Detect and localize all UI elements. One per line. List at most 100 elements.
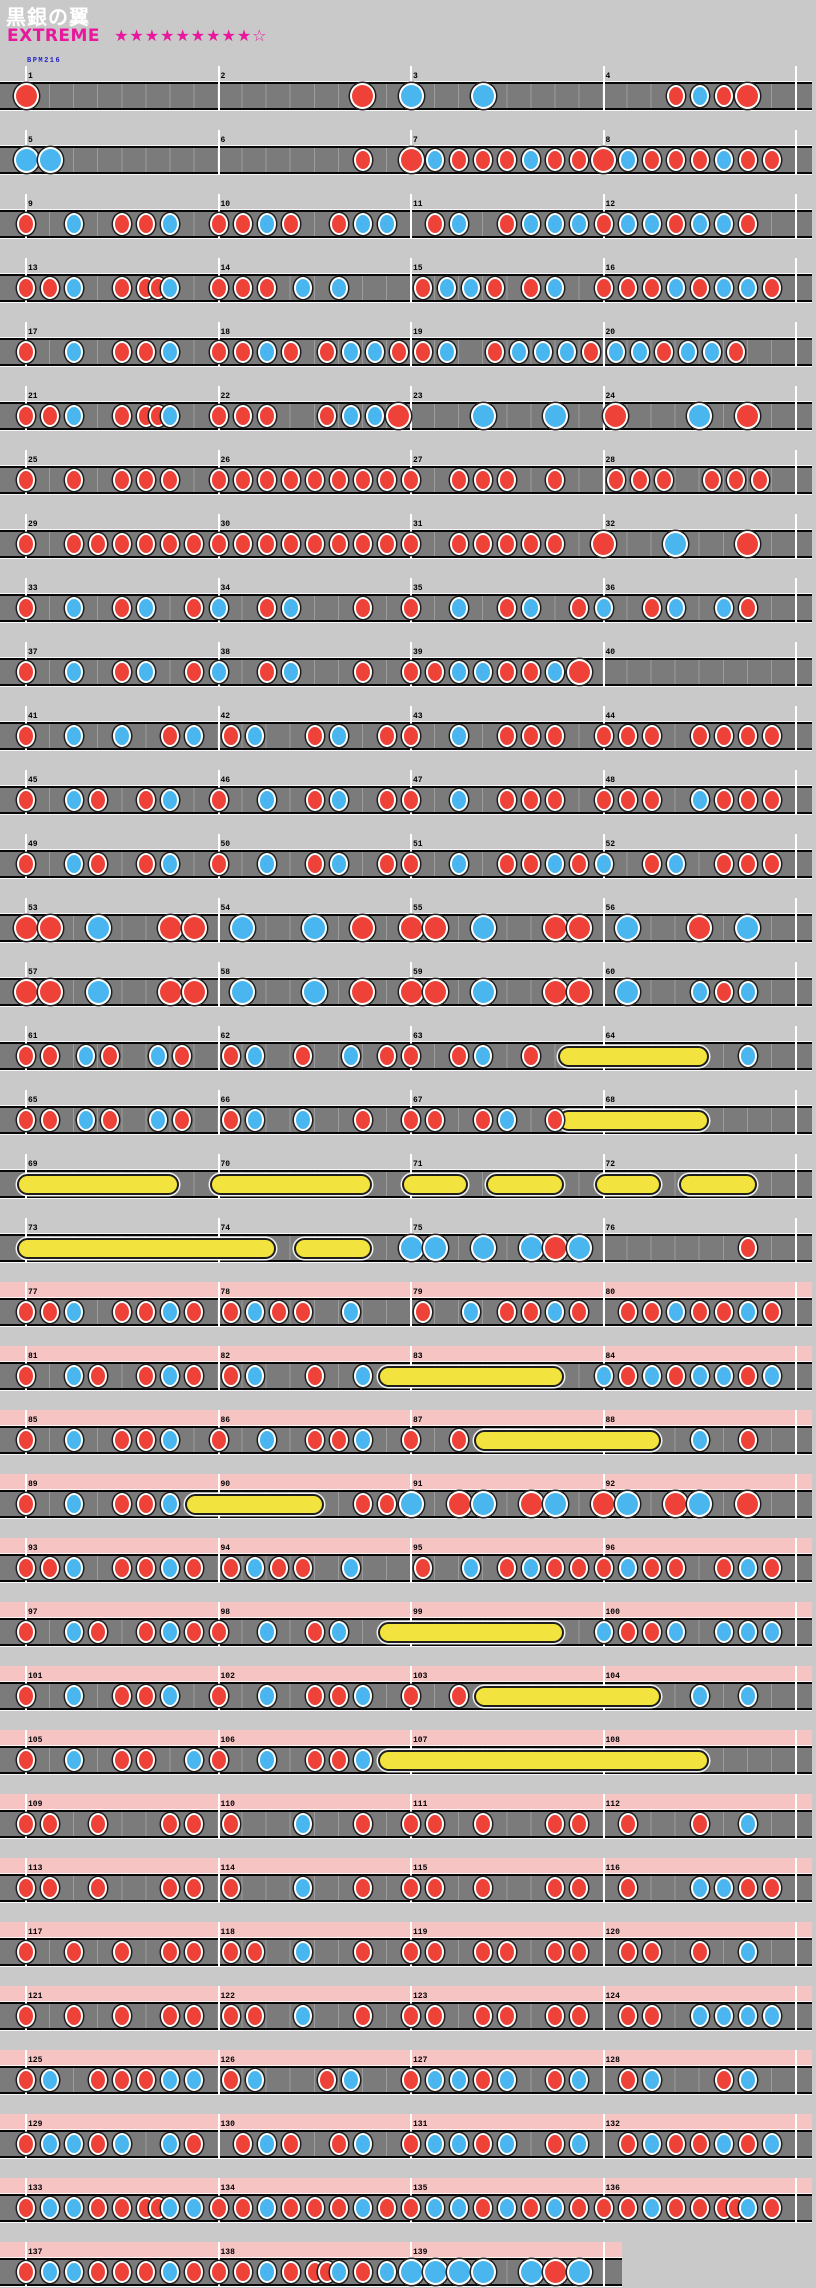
don-note [474,1109,493,1131]
ka-note [450,853,469,875]
measure-line [410,322,412,366]
don-note [305,533,324,555]
don-note [377,725,396,747]
don-note [233,405,252,427]
measure-number: 17 [28,328,38,337]
measure-number: 88 [605,1416,616,1425]
don-note [690,149,709,171]
don-note [305,789,324,811]
don-note [305,1621,324,1643]
ka-note [209,597,228,619]
don-note [113,1429,132,1451]
measure-number: 78 [220,1288,231,1297]
ka-note [65,661,84,683]
measure-number: 32 [605,520,616,529]
don-note [618,1813,637,1835]
don-note [353,1877,372,1899]
ka-note [642,2133,661,2155]
ka-note [293,1941,312,1963]
measure-number: 104 [605,1672,620,1681]
don-note [546,789,565,811]
measure-number: 103 [413,1672,428,1681]
gogo-time-band [0,1986,812,2002]
measure-line [795,1922,797,1966]
measure-number: 57 [28,968,38,977]
measure-number: 132 [605,2120,620,2129]
don-note [89,2261,108,2283]
don-note [522,533,541,555]
don-note [41,1109,60,1131]
ka-note [353,213,372,235]
ka-note [450,789,469,811]
don-note [65,1941,84,1963]
don-note [317,341,336,363]
measure-number: 94 [220,1544,231,1553]
don-note [233,2133,252,2155]
don-note [594,2197,613,2219]
don-note [714,789,733,811]
big-ka-note [542,403,568,429]
don-note [690,2197,709,2219]
don-note [402,1813,420,1835]
measure-number: 10 [220,200,231,209]
ka-note [714,213,733,235]
don-note [642,789,661,811]
ka-note [714,2005,733,2027]
don-note [377,1493,396,1515]
measure-number: 64 [605,1032,616,1041]
ka-note [65,277,84,299]
don-note [305,1429,324,1451]
ka-note [714,1365,733,1387]
don-note [17,277,35,299]
don-note [113,597,132,619]
don-note [750,469,769,491]
measure-line [795,1026,797,1070]
measure-number: 34 [220,584,231,593]
ka-note [257,1621,276,1643]
don-note [414,1301,433,1323]
measure-line [795,450,797,494]
ka-note [185,1749,204,1771]
don-note [221,2005,240,2027]
don-note [137,341,156,363]
measure-number: 1 [28,72,33,81]
measure-line [795,1858,797,1902]
ka-note [546,2197,565,2219]
don-note [353,1813,372,1835]
big-ka-note [398,2259,424,2285]
don-note [570,1877,589,1899]
don-note [17,1109,35,1131]
don-note [281,469,300,491]
big-ka-note [13,147,39,173]
big-ka-note [615,1491,641,1517]
measure-line [795,2050,797,2094]
big-don-note [542,915,568,941]
don-note [233,533,252,555]
ka-note [293,1109,312,1131]
big-don-note [566,659,592,685]
don-note [161,2005,180,2027]
don-note [209,469,228,491]
ka-note [618,213,637,235]
measure-number: 130 [220,2120,235,2129]
drumroll-note [402,1173,469,1195]
ka-note [185,725,204,747]
measure-line [795,898,797,942]
ka-note [281,597,300,619]
don-note [89,1365,108,1387]
measure-number: 46 [220,776,231,785]
ka-note [666,1301,685,1323]
ka-note [594,1365,613,1387]
big-ka-note [398,1235,424,1261]
don-note [17,2261,35,2283]
don-note [618,1301,637,1323]
don-note [257,661,276,683]
ka-note [245,1109,264,1131]
ka-note [666,597,685,619]
don-note [137,213,156,235]
ka-note [474,1045,493,1067]
don-note [402,597,420,619]
measure-number: 71 [413,1160,423,1169]
measure-number: 59 [413,968,423,977]
measure-line [602,322,605,366]
